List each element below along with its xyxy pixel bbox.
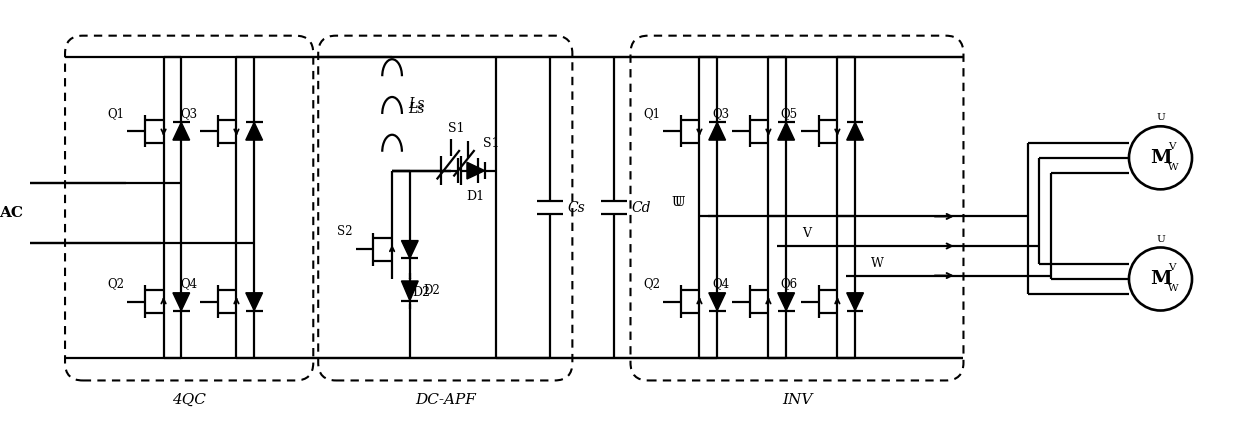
Text: V: V: [802, 227, 811, 240]
Text: Q3: Q3: [712, 107, 729, 120]
Polygon shape: [172, 122, 190, 140]
Text: Q1: Q1: [107, 107, 124, 120]
Polygon shape: [709, 293, 725, 311]
Text: M: M: [1149, 270, 1172, 288]
Text: V: V: [1168, 142, 1176, 150]
Text: S2: S2: [337, 225, 352, 238]
Polygon shape: [402, 281, 418, 300]
Text: U: U: [671, 196, 682, 209]
Text: S1: S1: [482, 136, 500, 150]
Text: V: V: [1168, 263, 1176, 272]
Text: Cs: Cs: [568, 201, 585, 215]
Text: M: M: [1149, 149, 1172, 167]
Text: Q6: Q6: [781, 278, 799, 290]
Text: AC: AC: [0, 206, 22, 220]
Text: Q1: Q1: [644, 107, 660, 120]
Polygon shape: [847, 293, 863, 311]
Text: Q4: Q4: [712, 278, 729, 290]
Polygon shape: [172, 293, 190, 311]
Text: W: W: [1168, 284, 1179, 293]
Polygon shape: [847, 122, 863, 140]
Text: INV: INV: [781, 393, 812, 407]
Text: S1: S1: [448, 122, 464, 135]
Text: D2: D2: [412, 286, 430, 299]
Polygon shape: [402, 241, 418, 258]
Polygon shape: [467, 162, 485, 179]
Text: D1: D1: [466, 190, 485, 203]
Text: 4QC: 4QC: [172, 393, 206, 407]
Text: U: U: [1156, 113, 1164, 122]
Polygon shape: [246, 122, 263, 140]
Text: Q3: Q3: [180, 107, 197, 120]
Text: DC-APF: DC-APF: [415, 393, 476, 407]
Text: Cd: Cd: [631, 201, 651, 215]
Polygon shape: [709, 122, 725, 140]
Text: Q5: Q5: [781, 107, 799, 120]
Polygon shape: [777, 293, 795, 311]
Text: Ls: Ls: [408, 97, 424, 111]
Text: W: W: [1168, 163, 1179, 172]
Polygon shape: [777, 122, 795, 140]
Text: D2: D2: [424, 284, 440, 297]
Text: U: U: [1156, 235, 1164, 244]
Text: U: U: [675, 196, 684, 209]
Polygon shape: [246, 293, 263, 311]
Text: Ls: Ls: [408, 102, 424, 116]
Text: W: W: [870, 257, 884, 269]
Text: Q2: Q2: [107, 278, 124, 290]
Text: Q2: Q2: [644, 278, 660, 290]
Text: Q4: Q4: [180, 278, 197, 290]
